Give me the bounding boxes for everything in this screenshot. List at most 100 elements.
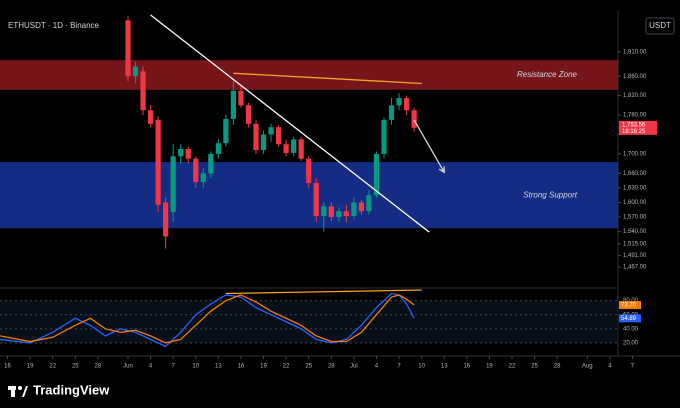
candle-body: [313, 183, 319, 217]
candle-body: [388, 105, 395, 120]
candle-body: [366, 195, 372, 212]
osc-last-label: 73.70: [621, 303, 637, 309]
x-tick-label: 4: [375, 364, 379, 370]
candle-body: [411, 110, 417, 128]
candle-body: [260, 134, 267, 150]
currency: USDT: [649, 21, 671, 30]
zone-label: Resistance Zone: [517, 70, 578, 79]
x-tick-label: 22: [509, 364, 516, 370]
x-tick-label: 19: [486, 364, 493, 370]
candle-body: [343, 211, 349, 217]
candle-body: [208, 153, 214, 174]
x-tick-label: 25: [72, 364, 79, 370]
candle-body: [253, 123, 259, 150]
x-tick-label: 13: [441, 364, 448, 370]
x-tick-label: Aug: [582, 364, 593, 370]
candle-body: [321, 206, 327, 217]
candle-body: [381, 119, 387, 154]
candle-body: [328, 206, 334, 218]
osc-trendline: [225, 289, 422, 295]
x-tick-label: 7: [397, 364, 401, 370]
candle-body: [185, 149, 191, 159]
arrow-head: [438, 166, 445, 174]
x-tick-label: 25: [305, 364, 312, 370]
candle-body: [238, 90, 244, 106]
y-tick-label: 1,570.00: [623, 215, 647, 221]
candle-body: [373, 153, 380, 196]
candle-body: [230, 90, 237, 119]
candle-body: [396, 98, 402, 106]
candle-body: [351, 202, 357, 217]
candle-body: [358, 202, 365, 212]
x-tick-label: 7: [172, 364, 176, 370]
x-tick-label: 4: [608, 364, 612, 370]
x-tick-label: 28: [554, 364, 561, 370]
y-tick-label: 1,660.00: [623, 171, 647, 177]
osc-last-label: 54.89: [621, 316, 637, 322]
brand: TradingView: [33, 382, 110, 397]
candle-body: [268, 127, 274, 135]
x-tick-label: 25: [531, 364, 538, 370]
candle-body: [336, 211, 342, 218]
x-tick-label: 16: [238, 364, 245, 370]
x-tick-label: 4: [149, 364, 153, 370]
candle-body: [200, 173, 206, 183]
y-tick-label: 1,467.00: [623, 265, 647, 271]
candle-body: [125, 20, 131, 77]
candle-body: [298, 139, 304, 159]
last-price: 1,753.56: [622, 122, 646, 128]
y-tick-label: 1,860.00: [623, 74, 647, 80]
candle-body: [163, 202, 169, 237]
candle-body: [170, 156, 176, 213]
osc-last-box: [619, 314, 641, 323]
zone: [0, 60, 618, 90]
candle-body: [291, 139, 297, 153]
symbol-title: ETHUSDT · 1D · Binance: [8, 21, 100, 30]
candle-body: [155, 119, 161, 205]
osc-tick-label: 40.00: [623, 326, 639, 332]
candle-body: [178, 149, 184, 157]
y-tick-label: 1,540.00: [623, 229, 647, 235]
candle-body: [275, 127, 282, 145]
x-tick-label: 19: [260, 364, 267, 370]
candle-body: [245, 105, 252, 124]
osc-last-box: [619, 301, 641, 310]
countdown: 18:16:25: [622, 129, 646, 135]
x-tick-label: 10: [418, 364, 425, 370]
logo: [8, 386, 28, 397]
y-tick-label: 1,700.00: [623, 151, 647, 157]
last-price-box: [619, 120, 657, 135]
candle-body: [223, 118, 229, 144]
x-tick-label: 19: [27, 364, 34, 370]
y-tick-label: 1,600.00: [623, 200, 647, 206]
candle-body: [403, 98, 410, 111]
candle-body: [283, 144, 289, 153]
candle-body: [306, 158, 312, 184]
x-tick-label: 22: [283, 364, 290, 370]
x-tick-label: 16: [463, 364, 470, 370]
y-tick-label: 1,515.00: [623, 241, 647, 247]
y-tick-label: 1,820.00: [623, 93, 647, 99]
x-tick-label: 10: [192, 364, 199, 370]
x-tick-label: 7: [631, 364, 635, 370]
trendline: [233, 72, 422, 85]
x-tick-label: 16: [4, 364, 11, 370]
currency-box: [645, 17, 675, 35]
trendline: [150, 14, 430, 233]
y-tick-label: 1,491.00: [623, 253, 647, 259]
x-tick-label: 28: [328, 364, 335, 370]
x-tick-label: Jul: [350, 364, 358, 370]
x-tick-label: 13: [215, 364, 222, 370]
candle-body: [215, 143, 221, 154]
x-tick-label: 22: [49, 364, 56, 370]
y-tick-label: 1,630.00: [623, 185, 647, 191]
y-tick-label: 1,910.00: [623, 49, 647, 55]
arrow: [413, 119, 445, 173]
x-tick-label: Jun: [123, 364, 133, 370]
zone-label: Strong Support: [523, 190, 578, 199]
osc-line: [0, 292, 415, 348]
osc-tick-label: 20.00: [623, 341, 639, 347]
osc-line: [0, 294, 415, 344]
y-tick-label: 1,780.00: [623, 113, 647, 119]
